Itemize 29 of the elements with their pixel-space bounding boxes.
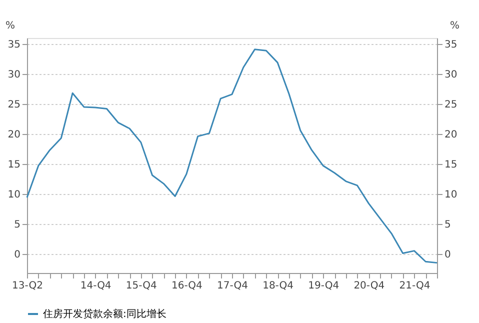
y2-tick-label: 35 (444, 39, 458, 50)
y2-tick-label: 30 (444, 69, 458, 80)
y2-tick-label: 5 (444, 219, 451, 230)
legend-label: 住房开发贷款余额:同比增长 (43, 308, 166, 320)
x-tick-label: 15-Q4 (126, 280, 157, 292)
y2-tick-label: 25 (444, 99, 458, 110)
y-tick-label: 25 (8, 99, 20, 110)
y-tick-label: 0 (14, 249, 20, 260)
y2-tick-label: 15 (444, 159, 458, 170)
y2-tick-label: 0 (444, 249, 451, 260)
y-axis-title: % (6, 20, 16, 32)
y-tick-label: 35 (8, 39, 20, 50)
x-tick-label: 16-Q4 (171, 280, 202, 292)
y-tick-label: 15 (8, 159, 20, 170)
y-tick-label: 10 (8, 189, 20, 200)
x-tick-label: 14-Q4 (80, 280, 112, 292)
x-tick-label: 17-Q4 (217, 280, 248, 292)
x-tick-label: 21-Q4 (399, 280, 430, 292)
y2-tick-label: 10 (444, 189, 458, 200)
x-tick-label: 18-Q4 (262, 280, 294, 292)
y-tick-label: 20 (8, 129, 20, 140)
y2-tick-label: 20 (444, 129, 458, 140)
x-tick-label: 13-Q2 (12, 280, 43, 292)
y2-axis-title: % (450, 20, 460, 32)
y-tick-label: 30 (8, 69, 20, 80)
x-tick-label: 20-Q4 (354, 280, 385, 292)
line-series (26, 48, 438, 264)
y-tick-label: 5 (14, 219, 20, 230)
x-tick-label: 19-Q4 (308, 280, 340, 292)
